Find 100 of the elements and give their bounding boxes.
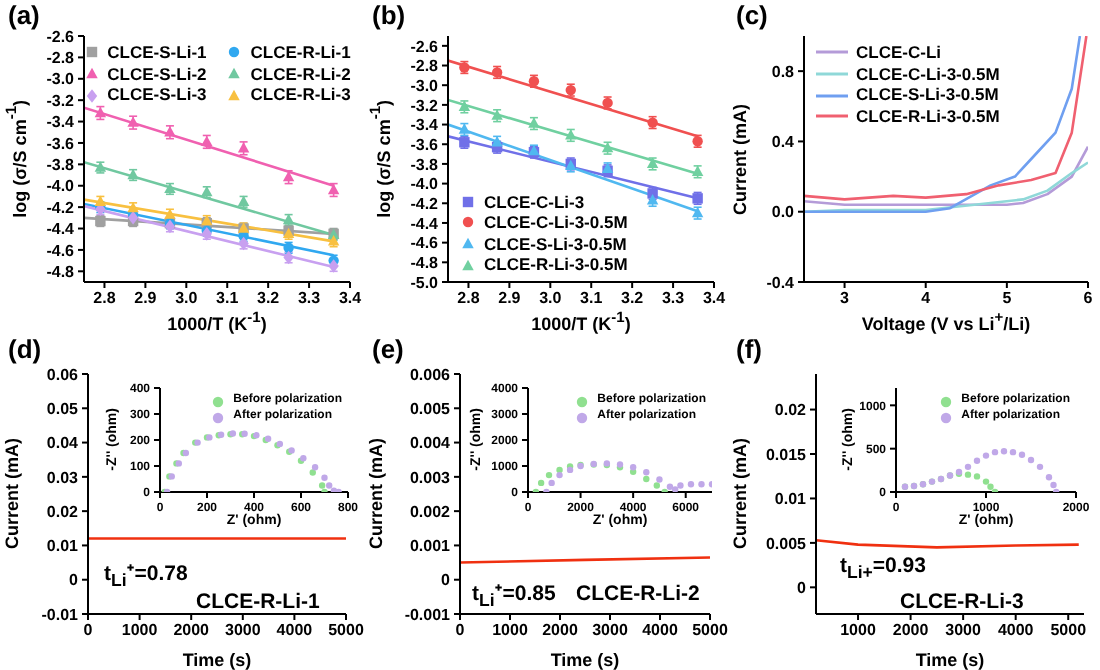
y-tick-label: 0.02 [46, 502, 80, 521]
legend-label: CLCE-C-Li [856, 42, 941, 64]
x-axis-title: 1000/T (K$^{-1}$) [529, 308, 633, 334]
x-tick-label: 3.4 [702, 289, 727, 308]
legend-label: CLCE-R-Li-3-0.5M [856, 105, 1000, 127]
legend-label: CLCE-C-Li-3-0.5M [484, 212, 628, 234]
x-tick-label: 2000 [892, 621, 930, 640]
chart-title: (f) [736, 334, 762, 364]
x-tick-label: 3000 [945, 621, 983, 640]
chart-title: (b) [372, 0, 406, 30]
x-tick-label: 3.1 [580, 289, 604, 308]
y-tick-label: -2.8 [46, 49, 76, 68]
x-tick-label: 4000 [276, 621, 314, 640]
y-tick-label: -0.001 [404, 605, 452, 624]
x-tick-label: 3.2 [621, 289, 645, 308]
x-tick-label: 3.4 [338, 289, 363, 308]
x-axis-title: 1000/T (K$^{-1}$) [165, 308, 269, 334]
legend-label: CLCE-S-Li-2 [107, 63, 207, 85]
x-tick-label: 3.2 [257, 289, 281, 308]
y-tick-label: -4.0 [410, 175, 440, 194]
y-tick-label: 0.8 [771, 62, 796, 81]
x-tick-label: 3000 [592, 621, 629, 640]
x-tick-label: 3.0 [539, 289, 563, 308]
y-tick-label: -4.8 [46, 262, 76, 281]
y-tick-label: -3.0 [46, 70, 76, 89]
x-tick-label: 2000 [542, 621, 579, 640]
y-tick-label: 0.004 [409, 434, 452, 453]
x-axis-title: Time (s) [548, 650, 622, 670]
y-tick-label: 0.4 [771, 133, 796, 152]
y-tick-label: -4.4 [46, 220, 76, 239]
y-tick-label: 0.003 [409, 468, 452, 487]
y-tick-label: -3.4 [410, 116, 440, 135]
y-tick-label: -4.2 [46, 198, 76, 217]
legend-label: CLCE-S-Li-3-0.5M [856, 84, 999, 106]
y-axis-title: Current (mA) [730, 103, 752, 215]
y-tick-label: 0.03 [46, 468, 80, 487]
chart-title: (e) [372, 334, 404, 364]
y-tick-label: -3.2 [46, 91, 76, 110]
y-tick-label: -2.6 [410, 37, 440, 56]
y-axis-title: Current (mA) [2, 438, 24, 550]
x-tick-label: 5000 [1050, 621, 1088, 640]
y-tick-label: 0.05 [46, 399, 80, 418]
legend-label: CLCE-S-Li-3 [107, 84, 207, 106]
y-tick-label: 0.005 [765, 534, 808, 553]
y-tick-label: 0.002 [409, 502, 452, 521]
y-tick-label: -3.0 [410, 76, 440, 95]
x-axis-title: Time (s) [180, 650, 254, 670]
x-tick-label: 6 [1083, 289, 1094, 308]
annotation: CLCE-R-Li-1 [196, 590, 320, 614]
y-tick-label: 0.001 [409, 537, 452, 556]
y-tick-label: -4.6 [46, 241, 76, 260]
y-tick-label: -2.8 [410, 57, 440, 76]
y-tick-label: 0 [69, 571, 80, 590]
x-tick-label: 3 [840, 289, 851, 308]
x-axis-title: Time (s) [913, 650, 987, 670]
chart-title: (c) [736, 0, 768, 30]
y-tick-label: -3.6 [46, 134, 76, 153]
chart-title: (a) [8, 0, 40, 30]
legend-label: CLCE-R-Li-3 [250, 84, 351, 106]
y-tick-label: 0.02 [774, 401, 808, 420]
x-tick-label: 2.9 [498, 289, 522, 308]
x-tick-label: 4 [921, 289, 932, 308]
x-tick-label: 3.3 [297, 289, 322, 308]
chart-title: (d) [8, 334, 42, 364]
y-tick-label: -3.8 [46, 156, 76, 175]
y-axis-title: Current (mA) [366, 438, 388, 550]
y-tick-label: -4.8 [410, 254, 440, 272]
x-axis-title: Voltage (V vs Li$^{+}$/Li) [859, 308, 1033, 334]
y-tick-label: -3.6 [410, 135, 440, 154]
y-tick-label: -4.6 [410, 234, 440, 253]
y-tick-label: 0.0 [771, 203, 796, 222]
y-tick-label: -4.0 [46, 177, 76, 196]
legend-label: CLCE-R-Li-1 [250, 42, 351, 64]
y-tick-label: -3.4 [46, 113, 76, 132]
x-tick-label: 0 [83, 621, 94, 640]
x-tick-label: 0 [455, 621, 466, 640]
legend-label: CLCE-C-Li-3 [484, 191, 585, 213]
y-tick-label: -0.01 [41, 605, 80, 624]
x-tick-label: 4000 [997, 621, 1035, 640]
x-tick-label: 5000 [692, 621, 729, 640]
y-tick-label: 0.005 [409, 399, 452, 418]
y-tick-label: 0.01 [46, 537, 80, 556]
x-tick-label: 5000 [328, 621, 365, 640]
legend-label: CLCE-S-Li-1 [107, 42, 207, 64]
x-tick-label: 2.8 [457, 289, 481, 308]
x-tick-label: 3.1 [216, 289, 240, 308]
x-tick-label: 4000 [642, 621, 679, 640]
y-tick-label: 0 [797, 579, 808, 598]
x-tick-label: 3000 [225, 621, 262, 640]
x-tick-label: 2.8 [93, 289, 117, 308]
annotation: t$_{Li}$⁺=0.85 [472, 580, 556, 611]
y-tick-label: -4.2 [410, 194, 440, 213]
legend-label: CLCE-R-Li-3-0.5M [484, 254, 628, 276]
annotation: CLCE-R-Li-2 [576, 582, 700, 606]
y-tick-label: -5.0 [410, 273, 440, 292]
x-tick-label: 3.0 [175, 289, 199, 308]
x-tick-label: 3.3 [661, 289, 686, 308]
y-axis-title: Current (mA) [730, 438, 752, 550]
y-tick-label: -3.2 [410, 96, 440, 115]
y-tick-label: -3.8 [410, 155, 440, 174]
